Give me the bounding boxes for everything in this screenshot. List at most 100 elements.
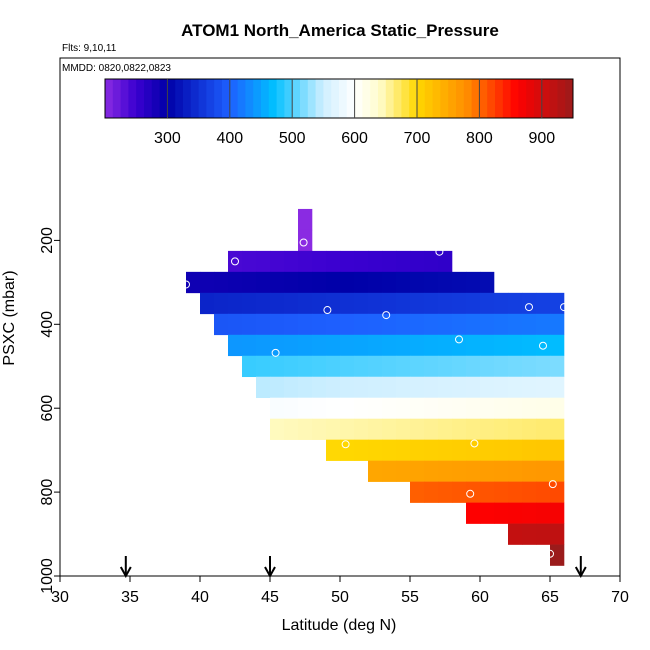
heatmap-cell-10-46 (284, 418, 299, 440)
heatmap-cell-12-53 (382, 460, 397, 482)
heatmap-cell-3-44 (256, 271, 271, 294)
colorbar-segment-13 (206, 79, 215, 118)
observation-point-2 (435, 247, 444, 256)
flight-markers (119, 556, 587, 579)
heatmap-cell-3-41 (214, 271, 229, 294)
heatmap-cell-5-55 (410, 313, 425, 336)
colorbar-tick-label-1: 400 (216, 130, 243, 147)
chart-title: ATOM1 North_America Static_Pressure (181, 21, 499, 40)
heatmap-cell-2-45 (270, 250, 285, 273)
heatmap-cell-9-48 (312, 397, 327, 419)
heatmap-cell-2-44 (256, 250, 271, 273)
heatmap-cell-9-53 (382, 397, 397, 419)
heatmap-cell-2-57 (438, 250, 453, 273)
observation-point-4 (182, 280, 190, 289)
heatmap-cell-5-54 (396, 313, 411, 336)
observation-point-1 (359, 241, 368, 250)
colorbar-segment-22 (276, 79, 285, 118)
heatmap-cell-6-61 (494, 334, 509, 357)
x-tick-label-2: 40 (191, 589, 209, 606)
colorbar-segment-43 (440, 79, 449, 118)
heatmap-cell-6-59 (466, 334, 481, 357)
heatmap-cell-6-63 (522, 334, 537, 357)
heatmap-cell-7-48 (312, 355, 327, 378)
heatmap-cell-4-58 (452, 292, 467, 315)
observation-point-11 (271, 348, 280, 357)
heatmap-cell-4-51 (354, 292, 369, 315)
heatmap-cell-5-59 (466, 313, 481, 336)
heatmap-cell-8-47 (298, 376, 313, 399)
heatmap-cell-10-63 (522, 418, 537, 440)
heatmap-cell-11-54 (396, 439, 411, 461)
colorbar-segment-20 (261, 79, 270, 118)
heatmap-cell-2-47 (298, 250, 313, 273)
heatmap-cell-4-54 (396, 292, 411, 315)
heatmap-cell-7-59 (466, 355, 481, 378)
heatmap-cell-6-54 (396, 334, 411, 357)
heatmap-cell-3-59 (466, 271, 481, 294)
heatmap-cell-7-43 (242, 355, 257, 378)
heatmap-cell-10-54 (396, 418, 411, 440)
heatmap-cell-6-64 (536, 334, 551, 357)
heatmap-cell-14-61 (494, 502, 509, 524)
colorbar-segment-4 (136, 79, 145, 118)
colorbar-segment-40 (417, 79, 426, 118)
heatmap-cell-5-60 (480, 313, 495, 336)
heatmap-cell-8-45 (270, 376, 285, 399)
heatmap-cell-2-50 (340, 250, 355, 273)
colorbar-segment-17 (237, 79, 246, 118)
heatmap-cell-3-54 (396, 271, 411, 294)
heatmap-cell-4-60 (480, 292, 495, 315)
heatmap-cell-0-47 (298, 208, 313, 231)
heatmap-cell-15-65 (550, 523, 565, 545)
colorbar-segment-1 (112, 79, 121, 118)
heatmap-cell-13-60 (480, 481, 495, 503)
heatmap-cell-15-62 (508, 523, 523, 545)
colorbar-tick-label-2: 500 (279, 130, 306, 147)
colorbar-segment-10 (183, 79, 192, 118)
flights-label: Flts: 9,10,11 (62, 43, 117, 54)
heatmap-cell-15-63 (522, 523, 537, 545)
colorbar-segment-38 (401, 79, 410, 118)
heatmap-cell-9-50 (340, 397, 355, 419)
heatmap-cell-12-59 (466, 460, 481, 482)
heatmap-cell-3-45 (270, 271, 285, 294)
heatmap-cell-3-47 (298, 271, 313, 294)
heatmap-cell-3-56 (424, 271, 439, 294)
heatmap-cell-3-58 (452, 271, 467, 294)
x-tick-label-8: 70 (611, 589, 629, 606)
colorbar-segment-42 (432, 79, 441, 118)
heatmap-cell-13-61 (494, 481, 509, 503)
observation-point-15 (466, 489, 475, 498)
heatmap-cell-6-44 (256, 334, 271, 357)
heatmap-cell-8-49 (326, 376, 341, 399)
heatmap-cell-12-55 (410, 460, 425, 482)
heatmap-cell-13-62 (508, 481, 523, 503)
heatmap-cell-5-42 (228, 313, 243, 336)
x-tick-label-5: 55 (401, 589, 419, 606)
observation-point-9 (455, 335, 463, 344)
heatmap-cell-12-60 (480, 460, 495, 482)
flight-marker-head-1 (264, 566, 276, 579)
heatmap-cell-9-64 (536, 397, 551, 419)
heatmap-cell-7-61 (494, 355, 509, 378)
heatmap-cell-13-55 (410, 481, 425, 503)
colorbar-segment-26 (307, 79, 316, 118)
colorbar-tick-label-4: 700 (404, 130, 431, 147)
heatmap-cell-8-57 (438, 376, 453, 399)
heatmap-cell-5-57 (438, 313, 453, 336)
colorbar-segment-51 (502, 79, 511, 118)
colorbar: 300 400 500 600 700 800 900 (104, 78, 574, 147)
heatmap-cell-6-47 (298, 334, 313, 357)
flight-marker-head-0 (119, 566, 132, 579)
heatmap-cell-14-60 (480, 502, 495, 524)
heatmap-cell-9-57 (438, 397, 453, 419)
heatmap-cell-6-46 (284, 334, 299, 357)
heatmap-cell-10-61 (494, 418, 509, 440)
heatmap-cell-2-54 (396, 250, 411, 273)
heatmap-cell-4-65 (550, 292, 565, 315)
heatmap-cell-5-44 (256, 313, 271, 336)
heatmap-cell-3-55 (410, 271, 425, 294)
colorbar-segment-56 (541, 79, 550, 118)
heatmap-cell-9-55 (410, 397, 425, 419)
